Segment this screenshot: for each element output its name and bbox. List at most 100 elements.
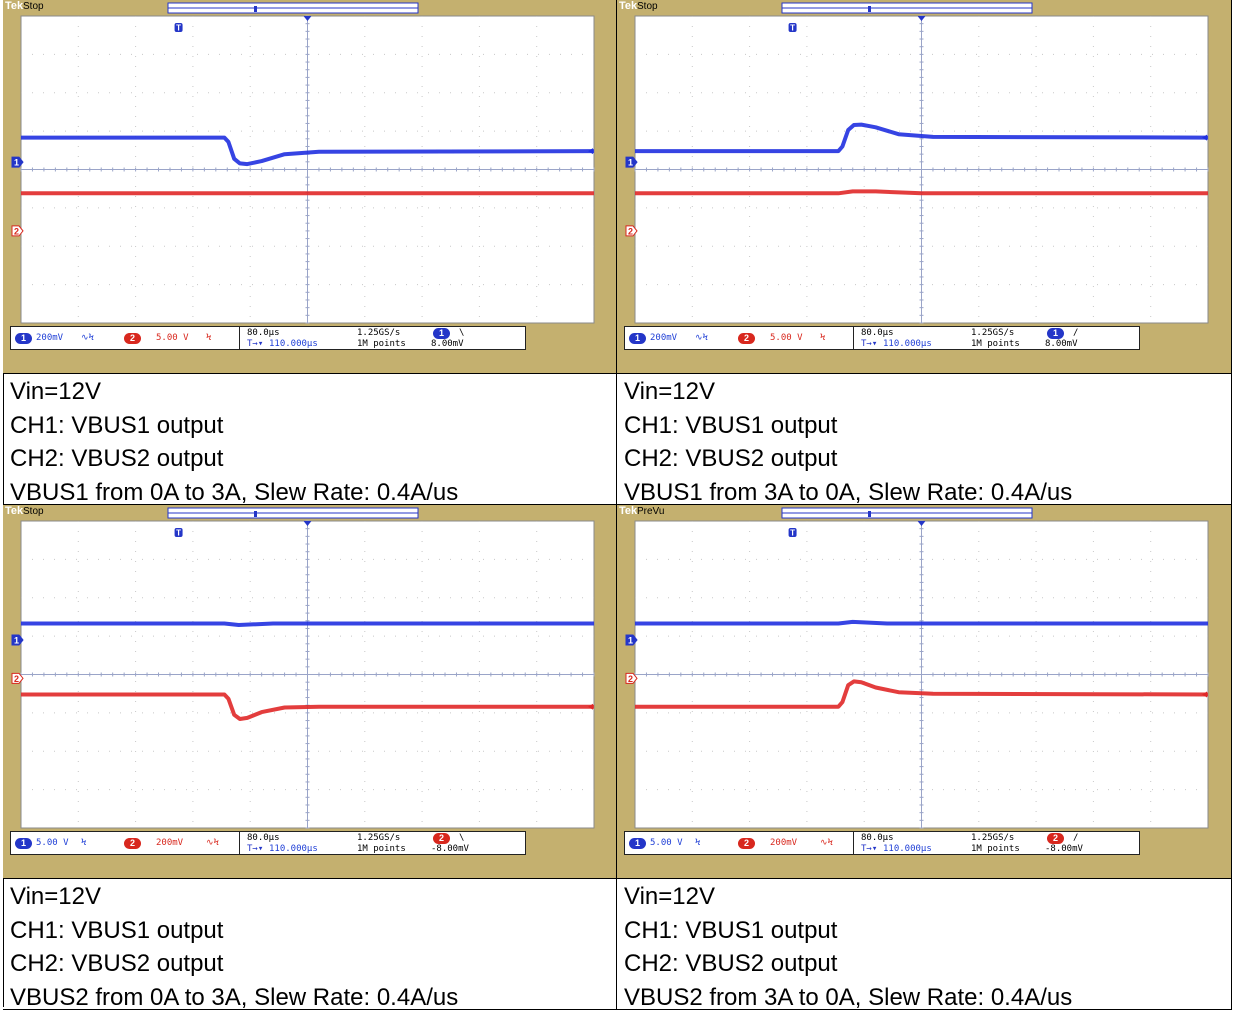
record-length: 1M points	[971, 844, 1020, 855]
trigger-position-marker: T	[789, 528, 797, 538]
sample-rate: 1.25GS/s	[357, 833, 400, 844]
svg-text:T: T	[176, 24, 181, 33]
ch2-badge: 2	[738, 838, 755, 849]
ch1-badge: 1	[629, 838, 646, 849]
timebase: 80.0µs	[861, 328, 894, 339]
trigger-slope: /	[1073, 833, 1078, 844]
svg-text:1: 1	[628, 635, 633, 645]
trigger-position-marker: T	[175, 23, 183, 33]
trigger-channel-badge: 2	[433, 833, 450, 844]
ch1-coupling: ∿Ϟ	[81, 333, 94, 344]
record-length: 1M points	[357, 844, 406, 855]
caption-top-border	[3, 373, 616, 374]
caption-line: Vin=12V	[10, 880, 101, 914]
record-length: 1M points	[971, 339, 1020, 350]
ch2-coupling: ∿Ϟ	[206, 838, 219, 849]
status-divider	[239, 832, 240, 854]
ch1-scale: 200mV	[36, 333, 63, 344]
caption-line: CH1: VBUS1 output	[624, 409, 837, 443]
ch1-badge: 1	[15, 333, 32, 344]
svg-text:1: 1	[628, 158, 633, 168]
ch1-badge: 1	[629, 333, 646, 344]
svg-text:T: T	[790, 24, 795, 33]
caption-line: CH1: VBUS1 output	[624, 914, 837, 948]
timebase: 80.0µs	[861, 833, 894, 844]
caption-line: CH2: VBUS2 output	[624, 947, 837, 981]
status-divider	[853, 832, 854, 854]
svg-text:T: T	[790, 529, 795, 538]
ch2-scale: 200mV	[156, 838, 183, 849]
scope-plot: T 1 2	[617, 505, 1231, 878]
svg-text:T: T	[176, 529, 181, 538]
ch2-trace	[635, 191, 1208, 193]
ch1-scale: 5.00 V	[36, 838, 69, 849]
trigger-channel-badge: 1	[1047, 328, 1064, 339]
svg-text:2: 2	[14, 226, 19, 236]
trigger-position-marker: T	[789, 23, 797, 33]
caption-line: Vin=12V	[10, 375, 101, 409]
sample-rate: 1.25GS/s	[357, 328, 400, 339]
ch2-scale: 200mV	[770, 838, 797, 849]
caption-line: Vin=12V	[624, 880, 715, 914]
caption-top-border	[3, 878, 616, 879]
svg-text:2: 2	[14, 674, 19, 684]
caption-line: CH2: VBUS2 output	[10, 947, 223, 981]
delay-icon: T→▾	[247, 844, 263, 855]
acquisition-state: PreVu	[637, 505, 664, 518]
ch2-coupling: Ϟ	[820, 333, 825, 344]
trigger-level: -8.00mV	[1045, 844, 1083, 855]
caption-line: VBUS1 from 0A to 3A, Slew Rate: 0.4A/us	[10, 476, 458, 510]
acquisition-state: Stop	[23, 505, 44, 518]
ch1-trace	[635, 622, 1208, 624]
tek-logo: Tek	[5, 0, 23, 13]
tek-logo: Tek	[5, 505, 23, 518]
ch1-scale: 200mV	[650, 333, 677, 344]
caption-line: CH2: VBUS2 output	[10, 442, 223, 476]
trigger-level: -8.00mV	[431, 844, 469, 855]
acquisition-state: Stop	[23, 0, 44, 13]
trigger-slope: /	[1073, 328, 1078, 339]
ch2-badge: 2	[124, 838, 141, 849]
delay-icon: T→▾	[861, 339, 877, 350]
scope-plot: T12	[617, 0, 1231, 373]
trigger-slope: \	[459, 833, 464, 844]
trigger-position-marker: T	[175, 528, 183, 538]
delay: 110.000µs	[269, 844, 318, 855]
status-divider	[853, 327, 854, 349]
ch1-trace	[21, 624, 594, 626]
ch2-scale: 5.00 V	[156, 333, 189, 344]
trigger-channel-badge: 1	[433, 328, 450, 339]
delay: 110.000µs	[883, 339, 932, 350]
delay: 110.000µs	[269, 339, 318, 350]
caption-top-border	[617, 373, 1231, 374]
ch2-coupling: ∿Ϟ	[820, 838, 833, 849]
scope-plot: T 1 2	[3, 505, 616, 878]
acquisition-state: Stop	[637, 0, 658, 13]
ch1-coupling: ∿Ϟ	[695, 333, 708, 344]
trigger-level: 8.00mV	[1045, 339, 1078, 350]
sample-rate: 1.25GS/s	[971, 328, 1014, 339]
timebase: 80.0µs	[247, 833, 280, 844]
caption-top-border	[617, 878, 1231, 879]
delay-icon: T→▾	[861, 844, 877, 855]
svg-text:2: 2	[628, 674, 633, 684]
ch1-badge: 1	[15, 838, 32, 849]
